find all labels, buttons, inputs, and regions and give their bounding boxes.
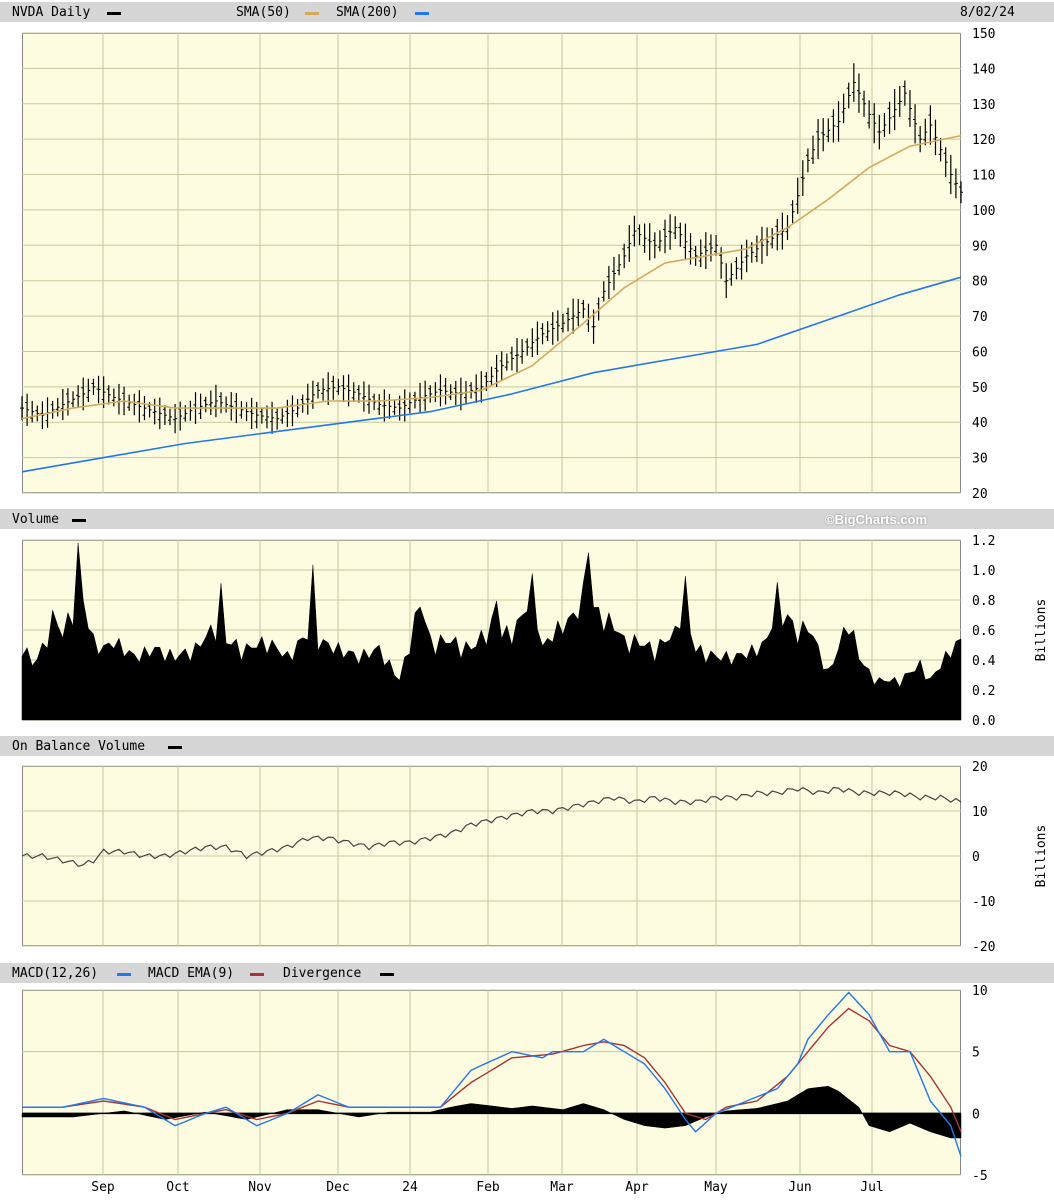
y-tick-label: 90 <box>972 239 988 254</box>
volume-label: Volume <box>12 512 59 527</box>
sma50-line <box>21 134 962 420</box>
y-tick-label: 120 <box>972 133 995 148</box>
x-month-label: Apr <box>625 1180 649 1195</box>
ema-swatch <box>250 973 264 976</box>
y-tick-label: 100 <box>972 204 995 219</box>
y-tick-label: 30 <box>972 452 988 467</box>
axis-unit-label: Billions <box>1034 825 1049 888</box>
y-tick-label: -10 <box>972 895 995 910</box>
sma200-swatch <box>415 12 429 15</box>
y-tick-label: 20 <box>972 760 988 775</box>
y-tick-label: 10 <box>972 805 988 820</box>
chart-date: 8/02/24 <box>960 5 1015 20</box>
symbol-label: NVDA Daily <box>12 5 91 20</box>
ema-label: MACD EMA(9) <box>148 966 235 981</box>
x-month-label: Jun <box>788 1180 811 1195</box>
y-tick-label: 1.0 <box>972 564 995 579</box>
y-tick-label: 0.0 <box>972 714 995 729</box>
y-tick-label: 0 <box>972 850 980 865</box>
volume-area <box>21 542 962 721</box>
y-tick-label: 5 <box>972 1046 980 1061</box>
y-tick-label: 150 <box>972 27 995 42</box>
macd-label: MACD(12,26) <box>12 966 99 981</box>
y-tick-label: 40 <box>972 416 988 431</box>
macd-swatch <box>117 973 131 976</box>
y-tick-label: 0.6 <box>972 624 995 639</box>
y-tick-label: 20 <box>972 487 988 502</box>
y-tick-label: 140 <box>972 62 995 77</box>
y-tick-label: 1.2 <box>972 534 995 549</box>
volume-header-bar: Volume ©BigCharts.com <box>0 509 1054 529</box>
sma50-swatch <box>305 12 319 15</box>
y-tick-label: 10 <box>972 984 988 999</box>
x-month-label: May <box>704 1180 728 1195</box>
y-tick-label: 0.4 <box>972 654 996 669</box>
obv-header-bar: On Balance Volume <box>0 736 1054 756</box>
divergence-label: Divergence <box>283 966 362 981</box>
volume-swatch <box>72 519 86 522</box>
y-tick-label: -5 <box>972 1169 988 1184</box>
divergence-swatch <box>380 973 394 976</box>
sma200-label: SMA(200) <box>336 5 399 20</box>
obv-line <box>21 786 962 867</box>
axis-unit-label: Billions <box>1034 599 1049 662</box>
y-tick-label: 50 <box>972 381 988 396</box>
sma50-label: SMA(50) <box>236 5 291 20</box>
sma200-line <box>21 276 962 473</box>
price-header-bar: NVDA Daily SMA(50) SMA(200) 8/02/24 <box>0 2 1054 22</box>
y-tick-label: 0.8 <box>972 594 995 609</box>
macd-header-bar: MACD(12,26) MACD EMA(9) Divergence <box>0 963 1054 983</box>
y-tick-label: 70 <box>972 310 988 325</box>
x-month-label: Oct <box>166 1180 189 1195</box>
y-tick-label: 80 <box>972 275 988 290</box>
x-month-label: Dec <box>326 1180 349 1195</box>
price-swatch <box>107 12 121 15</box>
divergence-histogram <box>21 1085 962 1139</box>
x-month-label: Mar <box>550 1180 574 1195</box>
y-tick-label: 0.2 <box>972 684 995 699</box>
x-month-label: Nov <box>248 1180 272 1195</box>
y-tick-label: 110 <box>972 169 995 184</box>
x-month-label: Feb <box>476 1180 500 1195</box>
y-tick-label: 60 <box>972 345 988 360</box>
x-month-label: Jul <box>860 1180 883 1195</box>
x-month-label: Sep <box>91 1180 115 1195</box>
y-tick-label: 0 <box>972 1107 980 1122</box>
macd-line <box>22 991 962 1157</box>
obv-label: On Balance Volume <box>12 739 146 754</box>
x-month-label: 24 <box>402 1180 418 1195</box>
macd-ema-line <box>22 1007 962 1133</box>
obv-swatch <box>168 746 182 749</box>
y-tick-label: 130 <box>972 98 995 113</box>
y-tick-label: -20 <box>972 940 995 955</box>
bigcharts-credit: ©BigCharts.com <box>825 512 928 527</box>
